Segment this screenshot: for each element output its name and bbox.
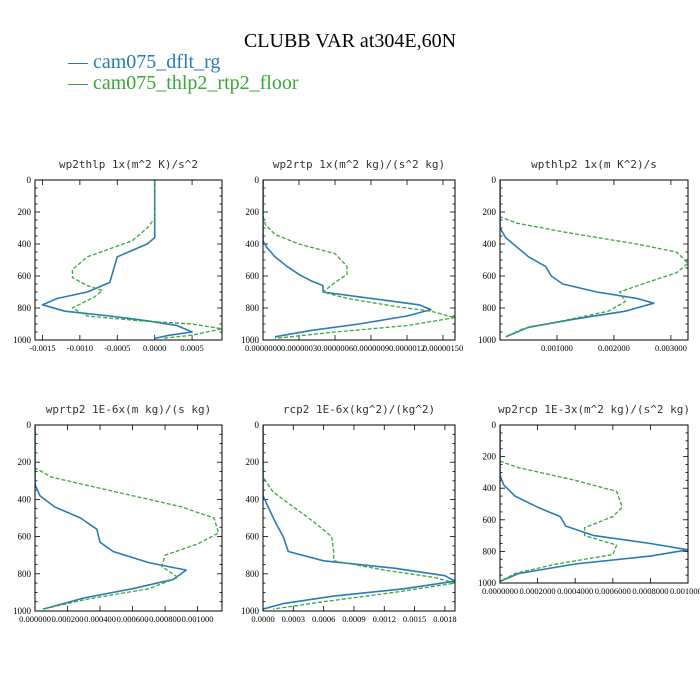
panel-3-xtick-label: 0.000600 bbox=[117, 614, 149, 624]
panel-1-xtick-label: 0.0000012 bbox=[389, 343, 425, 353]
panel-5-ytick-label: 800 bbox=[483, 546, 497, 556]
panel-3-ytick-label: 0 bbox=[27, 420, 32, 430]
panel-4-ytick-label: 800 bbox=[246, 569, 260, 579]
panel-3-xtick-label: 0.000200 bbox=[52, 614, 84, 624]
panel-4-xtick-label: 0.0009 bbox=[342, 614, 365, 624]
panel-2-xtick-label: 0.003000 bbox=[655, 343, 687, 353]
panel-3-series-0 bbox=[35, 425, 187, 610]
panel-2-ytick-label: 0 bbox=[492, 175, 497, 185]
panel-2-title: wpthlp2 1x(m K^2)/s bbox=[531, 158, 657, 171]
panel-1-ytick-label: 0 bbox=[255, 175, 260, 185]
panel-1-xtick-label: 0.0000000 bbox=[245, 343, 281, 353]
panel-0-xtick-label: 0.0005 bbox=[180, 343, 203, 353]
panel-3-ytick-label: 400 bbox=[18, 494, 32, 504]
panel-5-frame bbox=[499, 424, 689, 584]
panel-3-xtick-label: 0.000000 bbox=[19, 614, 51, 624]
panel-4-ytick-label: 600 bbox=[246, 532, 260, 542]
panel-4-frame bbox=[262, 424, 456, 612]
panel-4-ytick-label: 200 bbox=[246, 457, 260, 467]
panel-2-series-1 bbox=[500, 180, 688, 338]
panel-4-xtick-label: 0.0003 bbox=[282, 614, 305, 624]
panel-4-series-1 bbox=[263, 425, 455, 610]
legend-entry-dflt: — cam075_dflt_rg bbox=[68, 51, 221, 73]
panel-0-title: wp2thlp 1x(m^2 K)/s^2 bbox=[59, 158, 198, 171]
panel-5-ytick-label: 400 bbox=[483, 483, 497, 493]
panel-1-xtick-label: 0.0000009 bbox=[353, 343, 389, 353]
panel-0-ytick-label: 600 bbox=[18, 271, 32, 281]
panel-5-series-0 bbox=[500, 425, 688, 583]
panel-2-series-0 bbox=[500, 180, 655, 338]
panel-4-xtick-label: 0.0018 bbox=[433, 614, 456, 624]
panel-3-ytick-label: 600 bbox=[18, 532, 32, 542]
panel-4-ytick-label: 400 bbox=[246, 494, 260, 504]
panel-3-xtick-label: 0.001000 bbox=[182, 614, 214, 624]
panel-3-xtick-label: 0.000800 bbox=[149, 614, 181, 624]
panel-5-ytick-label: 0 bbox=[492, 420, 497, 430]
chart-title: CLUBB VAR at304E,60N bbox=[243, 30, 457, 52]
panel-0-series-1 bbox=[71, 180, 222, 340]
panel-3-title: wprtp2 1E-6x(m kg)/(s kg) bbox=[46, 403, 212, 416]
panel-1-xtick-label: 0.0000006 bbox=[317, 343, 353, 353]
panel-4-xtick-label: 0.0006 bbox=[312, 614, 335, 624]
legend-entry-floor: — cam075_thlp2_rtp2_floor bbox=[68, 72, 299, 94]
panel-4-ytick-label: 0 bbox=[255, 420, 260, 430]
panel-2-ytick-label: 800 bbox=[483, 303, 497, 313]
panel-1-series-1 bbox=[263, 180, 455, 340]
panel-2-ytick-label: 400 bbox=[483, 239, 497, 249]
panel-4-xtick-label: 0.0000 bbox=[251, 614, 274, 624]
panel-4-xtick-label: 0.0012 bbox=[373, 614, 396, 624]
panel-3-ytick-label: 200 bbox=[18, 457, 32, 467]
panel-0-ytick-label: 200 bbox=[18, 207, 32, 217]
panel-0-xtick-label: 0.0000 bbox=[143, 343, 166, 353]
panel-3-frame bbox=[34, 424, 223, 612]
panel-0-series-0 bbox=[41, 180, 193, 340]
panel-1-ytick-label: 1000 bbox=[241, 335, 260, 345]
panel-5-xtick-label: 0.0004000 bbox=[557, 586, 593, 596]
panel-0-xtick-label: -0.0010 bbox=[67, 343, 93, 353]
panel-1-ytick-label: 800 bbox=[246, 303, 260, 313]
panel-1-ytick-label: 400 bbox=[246, 239, 260, 249]
panel-1-ytick-label: 200 bbox=[246, 207, 260, 217]
panel-1-xtick-label: 0.0000003 bbox=[281, 343, 317, 353]
panel-4-title: rcp2 1E-6x(kg^2)/(kg^2) bbox=[283, 403, 435, 416]
panel-5-title: wp2rcp 1E-3x(m^2 kg)/(s^2 kg) bbox=[498, 403, 690, 416]
panel-2-xtick-label: 0.002000 bbox=[598, 343, 630, 353]
panel-1-title: wp2rtp 1x(m^2 kg)/(s^2 kg) bbox=[273, 158, 445, 171]
panel-5-xtick-label: 0.0008000 bbox=[632, 586, 668, 596]
panel-5-ytick-label: 600 bbox=[483, 515, 497, 525]
panel-5-ytick-label: 1000 bbox=[478, 578, 497, 588]
panel-5-series-1 bbox=[500, 425, 623, 582]
panel-2-xtick-label: 0.001000 bbox=[541, 343, 573, 353]
panel-0-frame bbox=[34, 179, 223, 341]
panel-4-xtick-label: 0.0015 bbox=[403, 614, 426, 624]
panel-2-frame bbox=[499, 179, 689, 341]
panel-5-ytick-label: 200 bbox=[483, 452, 497, 462]
panel-0-ytick-label: 400 bbox=[18, 239, 32, 249]
panel-1-xtick-label: 0.00000150 bbox=[423, 343, 463, 353]
panel-1-frame bbox=[262, 179, 456, 341]
panel-1-series-0 bbox=[263, 180, 432, 338]
panel-3-series-1 bbox=[35, 425, 220, 610]
panel-4-series-0 bbox=[263, 425, 455, 610]
panel-5-xtick-label: 0.0006000 bbox=[595, 586, 631, 596]
panel-5-xtick-label: 0.0002000 bbox=[520, 586, 556, 596]
panel-5-xtick-label: 0.0000000 bbox=[482, 586, 518, 596]
panel-1-ytick-label: 600 bbox=[246, 271, 260, 281]
panel-2-ytick-label: 200 bbox=[483, 207, 497, 217]
panel-2-ytick-label: 1000 bbox=[478, 335, 497, 345]
panel-4-ytick-label: 1000 bbox=[241, 606, 260, 616]
panel-3-xtick-label: 0.000400 bbox=[84, 614, 116, 624]
panel-0-xtick-label: -0.0015 bbox=[29, 343, 55, 353]
panel-0-ytick-label: 1000 bbox=[13, 335, 32, 345]
panel-0-ytick-label: 0 bbox=[27, 175, 32, 185]
panel-0-ytick-label: 800 bbox=[18, 303, 32, 313]
panel-2-ytick-label: 600 bbox=[483, 271, 497, 281]
panel-0-xtick-label: -0.0005 bbox=[104, 343, 130, 353]
panel-3-ytick-label: 800 bbox=[18, 569, 32, 579]
panel-3-ytick-label: 1000 bbox=[13, 606, 32, 616]
